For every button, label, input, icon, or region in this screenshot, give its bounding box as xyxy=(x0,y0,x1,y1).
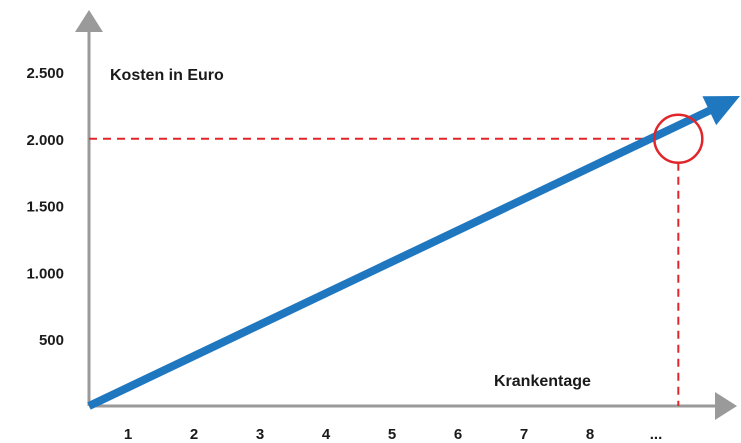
x-tick-labels: 1 2 3 4 5 6 7 8... xyxy=(124,426,662,443)
x-tick-label: 5 xyxy=(388,426,396,443)
x-tick-label: 7 xyxy=(520,426,528,443)
x-tick-label: 4 xyxy=(322,426,331,443)
x-axis-arrow-icon xyxy=(715,392,737,420)
series-group xyxy=(87,96,740,410)
x-tick-label: 2 xyxy=(190,426,198,443)
series-arrowhead-icon xyxy=(702,96,740,126)
y-tick-label: 500 xyxy=(39,332,64,349)
axes xyxy=(75,10,737,420)
x-tick-label: 3 xyxy=(256,426,264,443)
y-tick-label: 2.500 xyxy=(26,65,64,82)
y-tick-label: 1.000 xyxy=(26,265,64,282)
highlight-guides xyxy=(89,137,680,406)
y-axis-label: Kosten in Euro xyxy=(110,67,224,84)
y-tick-label: 2.000 xyxy=(26,132,64,149)
y-tick-labels: 500 1.000 1.500 2.000 2.500 xyxy=(26,65,64,349)
y-tick-label: 1.500 xyxy=(26,199,64,216)
series-line xyxy=(87,106,713,410)
highlight-circle xyxy=(653,113,704,165)
x-tick-label: 1 xyxy=(124,426,132,443)
x-tick-label: ... xyxy=(650,426,663,443)
x-axis-label: Krankentage xyxy=(494,373,591,390)
x-tick-label: 8 xyxy=(586,426,594,443)
x-tick-label: 6 xyxy=(454,426,462,443)
y-axis-arrow-icon xyxy=(75,10,103,32)
